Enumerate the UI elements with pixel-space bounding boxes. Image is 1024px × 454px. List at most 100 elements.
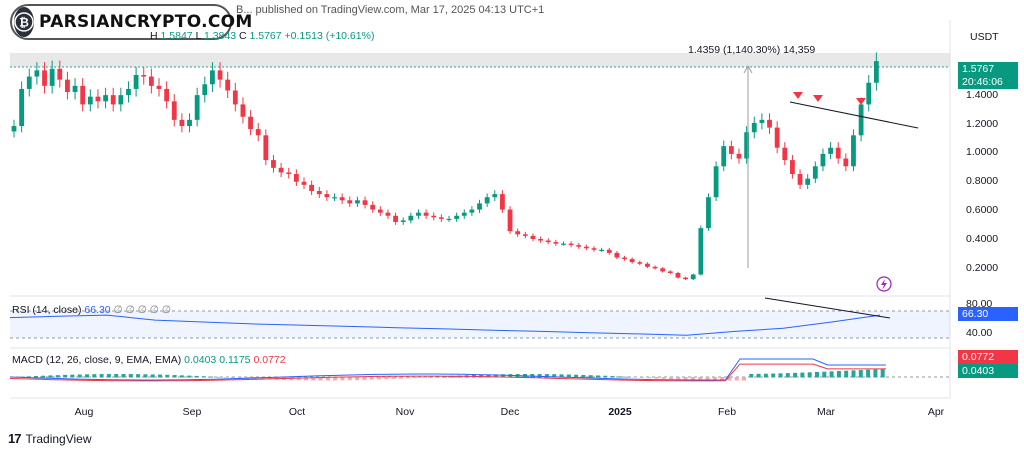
macd-signal-line xyxy=(9,363,886,382)
candle xyxy=(49,68,55,86)
macd-histogram-bar xyxy=(33,376,38,378)
y-tick: 0.4000 xyxy=(966,233,999,245)
macd-histogram-bar xyxy=(121,374,126,378)
candle xyxy=(545,240,551,243)
x-tick: Apr xyxy=(927,406,945,418)
candle xyxy=(576,245,582,247)
macd-histogram-bar xyxy=(355,377,360,381)
candle xyxy=(72,85,78,93)
macd-histogram-bar xyxy=(815,372,819,378)
watermark-logo: ₿ PARSIANCRYPTO.COM xyxy=(10,4,252,40)
candle xyxy=(332,197,337,199)
candle xyxy=(751,122,757,133)
candle xyxy=(782,147,788,161)
candle xyxy=(652,266,658,269)
candle xyxy=(232,90,238,105)
macd-histogram-bar xyxy=(683,377,688,380)
candle xyxy=(141,75,147,77)
candle xyxy=(34,70,40,77)
macd-histogram-bar xyxy=(70,374,75,378)
candle xyxy=(400,220,406,222)
candle xyxy=(515,231,521,235)
candle xyxy=(26,76,32,89)
candle xyxy=(156,85,162,89)
rsi-value-tag: 66.30 xyxy=(958,307,1018,321)
candle xyxy=(370,204,376,210)
candle xyxy=(522,234,528,236)
candle xyxy=(683,277,688,280)
y-tick: 1.0000 xyxy=(966,146,999,158)
candle xyxy=(637,262,643,264)
macd-histogram-bar xyxy=(267,377,272,380)
y-tick: 1.2000 xyxy=(966,118,999,130)
macd-histogram-bar xyxy=(187,375,192,378)
candle xyxy=(568,243,574,246)
candle xyxy=(110,95,116,105)
tradingview-logo-icon: 17 xyxy=(8,431,22,446)
macd-histogram-bar xyxy=(26,376,31,378)
macd-histogram-bar xyxy=(165,374,170,378)
macd-histogram-bar xyxy=(720,377,725,381)
macd-histogram-bar xyxy=(807,372,812,378)
macd-histogram-bar xyxy=(778,373,783,378)
rsi-trendline xyxy=(764,297,891,319)
macd-histogram-bar xyxy=(179,375,184,378)
macd-histogram-bar xyxy=(647,377,652,379)
candle xyxy=(339,197,345,201)
candle xyxy=(271,160,276,168)
macd-histogram-bar xyxy=(836,371,841,378)
candle xyxy=(225,79,231,91)
candle xyxy=(293,174,299,182)
candle xyxy=(660,268,666,272)
macd-histogram-bar xyxy=(858,370,863,378)
tradingview-footer[interactable]: 17 TradingView xyxy=(8,431,92,446)
rsi-line xyxy=(9,314,881,336)
candle xyxy=(19,88,25,127)
y-tick: 0.6000 xyxy=(966,204,999,216)
x-tick: Oct xyxy=(288,406,306,418)
macd-histogram-bar xyxy=(311,377,316,381)
macd-histogram-bar xyxy=(844,370,849,378)
macd-histogram-bar xyxy=(77,374,82,378)
macd-histogram-bar xyxy=(866,369,871,378)
bearish-arrow-icon xyxy=(856,98,866,105)
macd-histogram-bar xyxy=(727,377,732,381)
logo-text: PARSIANCRYPTO.COM xyxy=(39,12,253,32)
macd-histogram-bar xyxy=(377,377,381,380)
macd-line-tag: 0.0403 xyxy=(958,364,1018,378)
candle xyxy=(309,184,315,192)
macd-histogram-bar xyxy=(880,369,885,378)
macd-histogram-bar xyxy=(566,374,571,378)
macd-histogram-bar xyxy=(143,374,148,378)
rsi-band xyxy=(10,311,950,338)
candle xyxy=(187,119,192,127)
macd-histogram-bar xyxy=(420,377,425,378)
macd-histogram-bar xyxy=(106,374,111,378)
macd-histogram-bar xyxy=(369,377,374,380)
macd-histogram-bar xyxy=(325,377,330,381)
candle xyxy=(492,194,498,198)
macd-histogram-bar xyxy=(304,377,308,381)
macd-histogram-bar xyxy=(48,375,53,378)
candle xyxy=(57,68,63,80)
macd-histogram-bar xyxy=(596,375,600,378)
macd-histogram-bar xyxy=(442,376,447,378)
countdown-tag: 20:46:06 xyxy=(958,75,1018,89)
publisher-line: B... published on TradingView.com, Mar 1… xyxy=(236,4,545,16)
currency-label[interactable]: USDT xyxy=(970,31,999,43)
measure-zone xyxy=(10,53,950,67)
candle xyxy=(217,70,223,80)
macd-histogram-bar xyxy=(756,373,761,378)
ohlc-readout: H 1.5847 L 1.3843 C 1.5767 +0.1513 (+10.… xyxy=(150,30,375,42)
candle xyxy=(530,235,536,239)
macd-histogram-bar xyxy=(501,374,506,378)
macd-histogram-bar xyxy=(690,377,695,380)
candle xyxy=(95,96,101,102)
macd-histogram-bar xyxy=(639,377,644,378)
macd-histogram-bar xyxy=(771,373,776,378)
macd-histogram-bar xyxy=(391,377,396,379)
candle xyxy=(301,181,307,185)
macd-histogram-bar xyxy=(238,377,243,379)
resistance-trendline xyxy=(789,101,919,129)
